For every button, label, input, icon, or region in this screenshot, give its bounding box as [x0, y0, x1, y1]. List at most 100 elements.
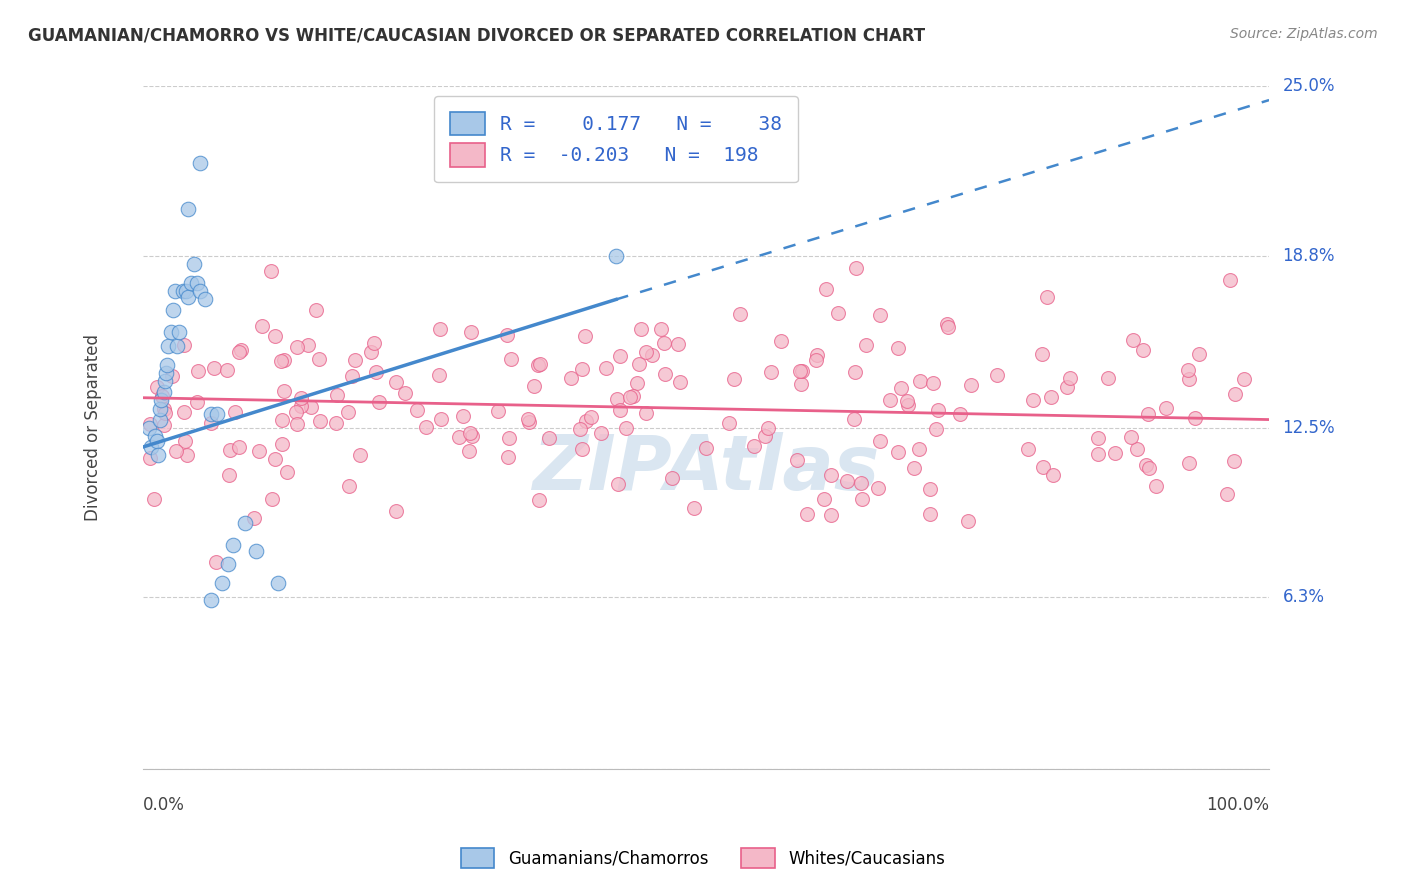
Point: [925, 422, 948, 436]
Point: [769, 334, 792, 349]
Point: [180, 276, 202, 290]
Point: [1104, 446, 1126, 460]
Point: [756, 421, 779, 435]
Point: [949, 407, 972, 421]
Point: [263, 452, 285, 467]
Point: [523, 378, 546, 392]
Text: ZIPAtlas: ZIPAtlas: [533, 432, 880, 506]
Point: [1087, 430, 1109, 444]
Point: [139, 450, 162, 465]
Point: [205, 555, 228, 569]
Point: [200, 592, 222, 607]
Point: [728, 307, 751, 321]
Point: [786, 453, 808, 467]
Point: [683, 501, 706, 516]
Point: [415, 419, 437, 434]
Point: [742, 439, 765, 453]
Point: [575, 414, 598, 428]
Point: [429, 322, 451, 336]
Point: [155, 366, 177, 380]
Point: [581, 409, 603, 424]
Point: [188, 284, 211, 298]
Point: [143, 429, 166, 443]
Point: [495, 328, 517, 343]
Point: [1216, 487, 1239, 501]
Point: [247, 443, 270, 458]
Point: [695, 441, 717, 455]
Point: [605, 249, 627, 263]
Point: [309, 414, 332, 428]
Point: [501, 352, 523, 367]
Text: 6.3%: 6.3%: [1282, 588, 1324, 606]
Point: [264, 329, 287, 343]
Point: [1223, 386, 1246, 401]
Point: [806, 348, 828, 362]
Point: [790, 377, 813, 392]
Point: [172, 284, 194, 298]
Point: [349, 449, 371, 463]
Point: [527, 358, 550, 372]
Point: [153, 406, 176, 420]
Point: [589, 425, 612, 440]
Point: [138, 421, 160, 435]
Point: [820, 468, 842, 483]
Point: [1059, 371, 1081, 385]
Point: [851, 491, 873, 506]
Point: [935, 317, 957, 331]
Point: [538, 431, 561, 445]
Point: [666, 337, 689, 351]
Point: [153, 401, 176, 416]
Point: [652, 335, 675, 350]
Point: [1122, 334, 1144, 348]
Point: [200, 417, 222, 431]
Point: [340, 368, 363, 383]
Point: [609, 402, 631, 417]
Point: [183, 257, 205, 271]
Point: [606, 477, 628, 491]
Point: [897, 398, 920, 412]
Point: [461, 428, 484, 442]
Point: [228, 345, 250, 359]
Text: Divorced or Separated: Divorced or Separated: [84, 334, 101, 521]
Point: [1222, 454, 1244, 468]
Point: [460, 326, 482, 340]
Point: [986, 368, 1008, 383]
Point: [1137, 461, 1160, 475]
Point: [157, 339, 180, 353]
Point: [529, 357, 551, 371]
Point: [630, 321, 652, 335]
Point: [606, 392, 628, 406]
Point: [723, 371, 745, 385]
Point: [866, 481, 889, 495]
Point: [849, 475, 872, 490]
Point: [149, 401, 172, 416]
Point: [960, 377, 983, 392]
Point: [641, 348, 664, 362]
Point: [188, 156, 211, 170]
Point: [1177, 456, 1199, 470]
Point: [163, 284, 186, 298]
Point: [855, 337, 877, 351]
Point: [146, 448, 169, 462]
Point: [560, 371, 582, 385]
Text: 100.0%: 100.0%: [1206, 797, 1270, 814]
Point: [761, 366, 783, 380]
Point: [211, 576, 233, 591]
Legend: R =    0.177   N =    38, R =  -0.203   N =  198: R = 0.177 N = 38, R = -0.203 N = 198: [434, 96, 799, 183]
Point: [449, 429, 471, 443]
Point: [218, 442, 240, 457]
Point: [325, 416, 347, 430]
Point: [173, 405, 195, 419]
Point: [150, 393, 173, 408]
Text: Source: ZipAtlas.com: Source: ZipAtlas.com: [1230, 27, 1378, 41]
Point: [1184, 410, 1206, 425]
Point: [1040, 391, 1063, 405]
Point: [384, 375, 406, 389]
Point: [284, 405, 307, 419]
Point: [796, 508, 818, 522]
Point: [661, 471, 683, 485]
Point: [820, 508, 842, 522]
Point: [922, 376, 945, 391]
Point: [430, 411, 453, 425]
Point: [627, 357, 650, 371]
